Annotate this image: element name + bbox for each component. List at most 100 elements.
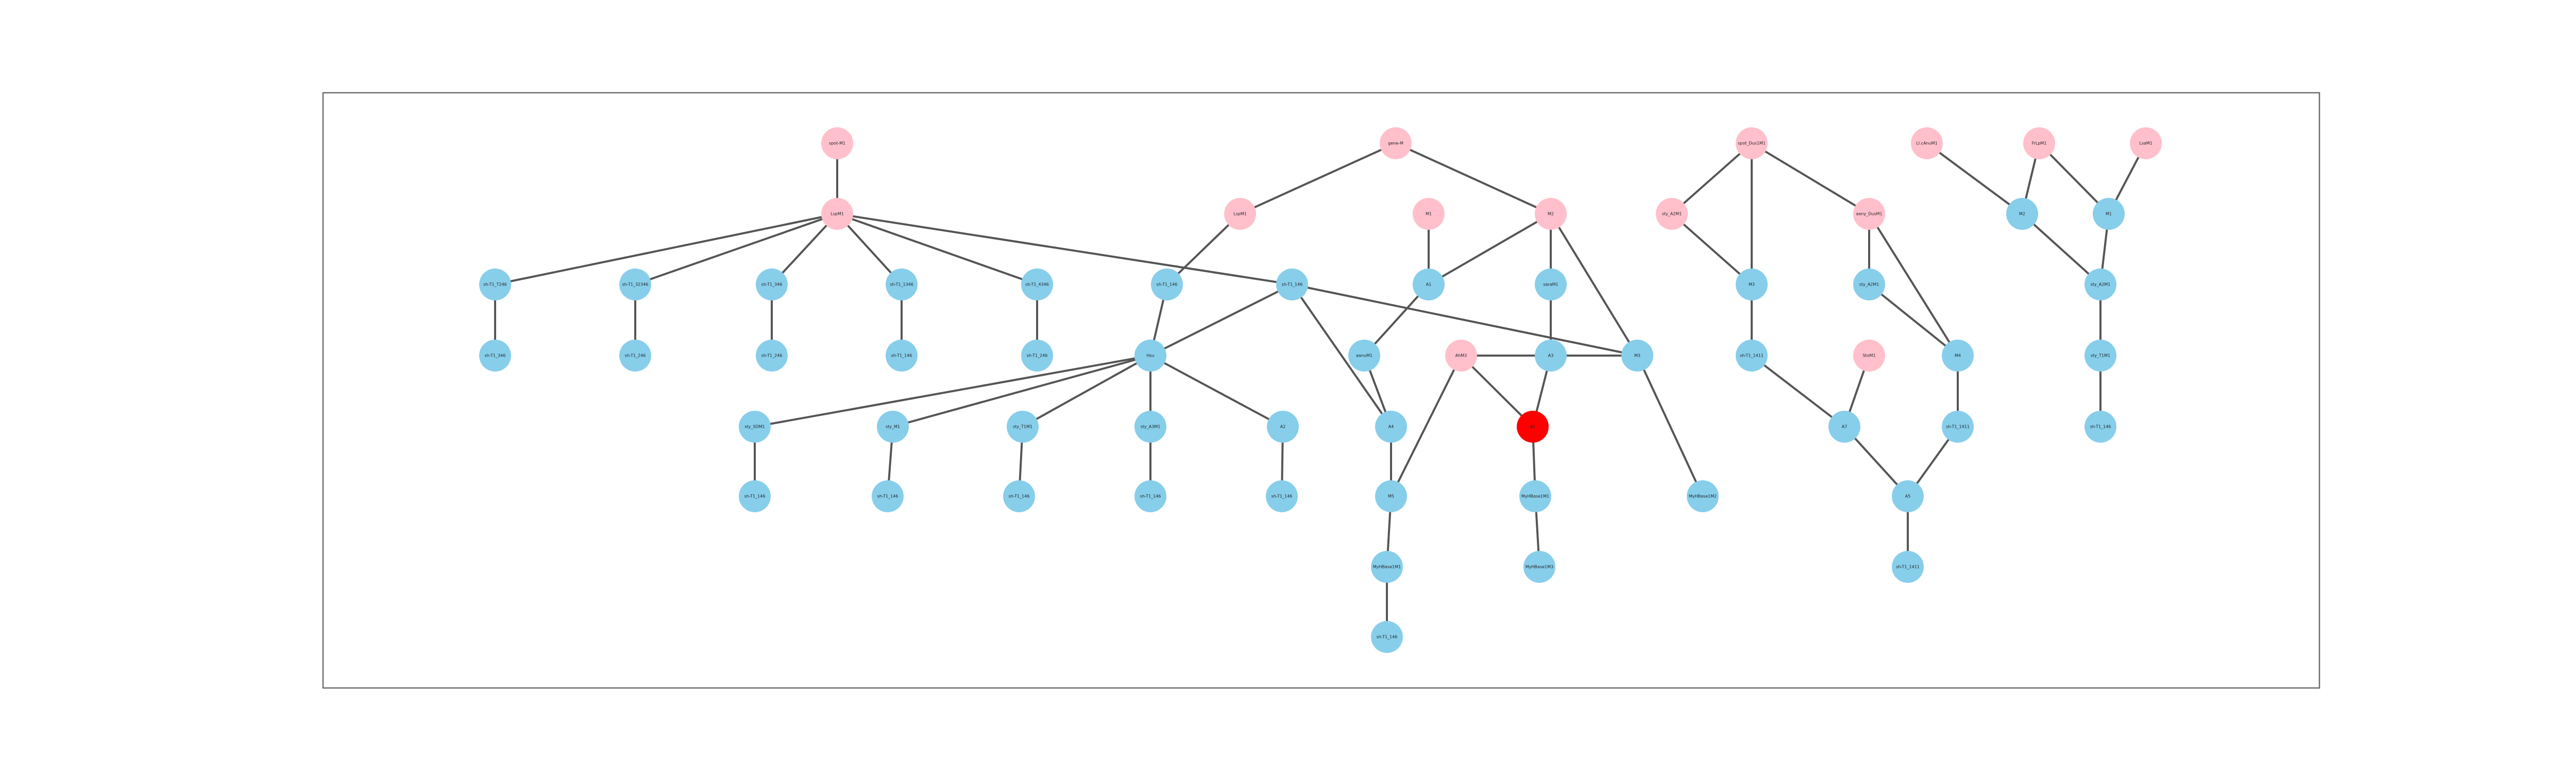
node-label: MyHBase1M1 [1521, 494, 1549, 499]
graph-node: sh-T1_246 [756, 340, 788, 372]
graph-node: sh-T1_32346 [619, 268, 651, 300]
graph-node: MyHBase1M1 [1371, 551, 1403, 583]
node-circle [877, 411, 909, 443]
edge-n21-n45 [1291, 283, 1392, 428]
graph-node: sh-T1_146 [872, 480, 904, 512]
node-label: Hsu [1146, 354, 1154, 358]
node-label: sh-T1_146 [744, 494, 766, 499]
graph-node: sh-T1_146 [1003, 480, 1035, 512]
node-circle [1266, 480, 1298, 512]
node-label: sty_SDM1 [744, 425, 765, 429]
node-circle [1021, 340, 1053, 372]
edge-n26-n39 [2021, 213, 2102, 285]
node-circle [1134, 411, 1166, 443]
node-circle [1892, 480, 1924, 512]
graph-node: sh-T1_246 [619, 340, 651, 372]
graph-node: Hsu [1134, 340, 1166, 372]
node-circle [1375, 480, 1407, 512]
edge-n07-n09 [1751, 142, 1870, 215]
node-label: M1 [1426, 212, 1432, 216]
node-label: sh-T1_146 [1377, 635, 1398, 640]
node-label: sh-T1_146 [1157, 282, 1178, 287]
node-label: sh-T1_246 [1027, 354, 1048, 358]
node-label: MyHBase1M2 [1689, 494, 1717, 499]
node-circle [1519, 480, 1551, 512]
graph-node: M1 [1413, 198, 1445, 230]
node-circle [1380, 127, 1412, 159]
edge-n13-n58 [1390, 355, 1462, 497]
graph-node: gene-M [1380, 127, 1412, 159]
node-label: A4 [1388, 425, 1394, 429]
node-circle [1911, 127, 1943, 159]
node-label: M3 [1634, 354, 1640, 358]
node-circle [479, 268, 511, 300]
edge-n07-n08 [1671, 142, 1753, 215]
node-circle [821, 127, 853, 159]
node-circle [1736, 268, 1768, 300]
edge-n02-n19 [837, 213, 1038, 285]
node-label: sty_A3M1 [1141, 425, 1161, 429]
graph-node: sh-T1_146 [1371, 621, 1403, 653]
graph-node: sh-T1_246 [1021, 340, 1053, 372]
node-label: sh-T1_346 [485, 354, 506, 358]
edge-n25-n38 [1868, 283, 1959, 357]
node-label: M5 [1388, 494, 1394, 499]
node-label: AhM3 [1455, 354, 1467, 358]
graph-node: A1 [1517, 411, 1549, 443]
node-label: LI.cAnuM1 [1916, 141, 1937, 146]
node-circle [2006, 198, 2038, 230]
node-circle [1007, 411, 1039, 443]
graph-node: sty_T1M1 [1007, 411, 1039, 443]
node-label: sh-T1_146 [1282, 282, 1303, 287]
node-label: sh-T1_146 [1009, 494, 1030, 499]
graph-node: AhM3 [1445, 340, 1477, 372]
node-label: spot-M1 [829, 141, 845, 146]
node-circle [1134, 480, 1166, 512]
node-label: sh-T1_146 [2090, 425, 2111, 429]
edge-n33-n43 [1022, 355, 1151, 428]
node-circle [479, 340, 511, 372]
graph-node: A2 [1267, 411, 1299, 443]
node-circle [886, 340, 918, 372]
graph-node: sh-T1_1411 [1892, 551, 1924, 583]
node-label: A5 [1905, 494, 1911, 499]
graph-node: sh-T1_146 [1134, 480, 1166, 512]
edge-n03-n04 [1240, 142, 1396, 215]
node-circle [1942, 340, 1974, 372]
graph-node: sh-T1_146 [1266, 480, 1298, 512]
node-label: spot_Dus1M1 [1738, 141, 1766, 146]
node-label: sh-T1_146 [1272, 494, 1293, 499]
edge-n06-n36 [1550, 213, 1638, 357]
node-label: sh-T1_4346 [1025, 282, 1049, 287]
edge-n36-n57 [1636, 355, 1704, 497]
graph-node: M4 [1942, 340, 1974, 372]
node-circle [1736, 127, 1768, 159]
node-circle [1276, 268, 1308, 300]
graph-node: sh-T1_146 [886, 340, 918, 372]
node-label: sty_A2M1 [1662, 212, 1682, 216]
node-circle [1535, 198, 1567, 230]
node-circle [1853, 198, 1885, 230]
edge-n11-n27 [2038, 142, 2110, 215]
node-circle [1413, 198, 1445, 230]
node-label: A3 [1548, 354, 1554, 358]
node-circle [2084, 340, 2116, 372]
node-circle [756, 268, 788, 300]
node-circle [1621, 340, 1653, 372]
node-label: StoM1 [1862, 354, 1875, 358]
node-label: M2 [2019, 212, 2025, 216]
graph-node: spot_Dus1M1 [1736, 127, 1768, 159]
graph-node: sh-T1_1411 [1736, 340, 1768, 372]
edge-n33-n42 [892, 355, 1151, 428]
node-circle [1224, 198, 1256, 230]
edge-n21-n33 [1150, 283, 1293, 357]
edge-n02-n16 [635, 213, 838, 285]
node-circle [1523, 551, 1555, 583]
edge-n33-n41 [754, 355, 1151, 428]
node-label: sty_T1M1 [2091, 354, 2110, 358]
node-circle [1736, 340, 1768, 372]
node-label: gene-M [1388, 141, 1403, 146]
node-label: A2 [1280, 425, 1286, 429]
node-circle [1535, 268, 1567, 300]
node-label: aanuM1 [1356, 354, 1372, 358]
